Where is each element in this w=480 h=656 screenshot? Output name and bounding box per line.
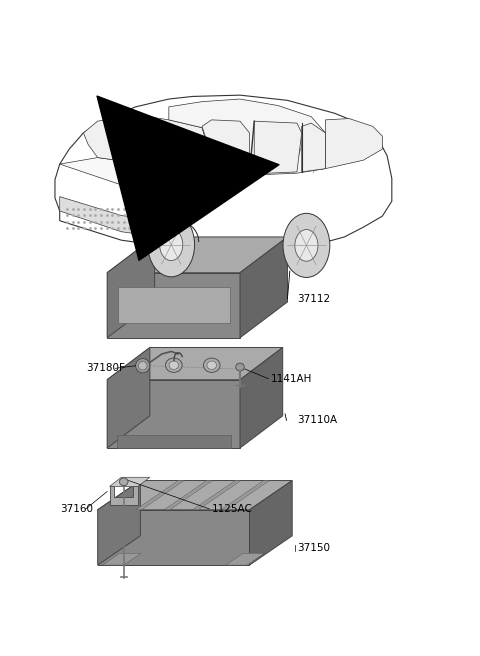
Circle shape xyxy=(148,213,194,277)
Text: 37180F: 37180F xyxy=(86,363,125,373)
Polygon shape xyxy=(97,481,292,510)
Circle shape xyxy=(160,229,183,260)
Text: 1125AC: 1125AC xyxy=(212,504,252,514)
Polygon shape xyxy=(60,197,145,235)
Polygon shape xyxy=(117,435,230,448)
Text: 37150: 37150 xyxy=(297,543,330,553)
Polygon shape xyxy=(107,237,288,273)
Polygon shape xyxy=(55,95,392,254)
Polygon shape xyxy=(97,510,250,565)
Ellipse shape xyxy=(207,361,216,369)
Polygon shape xyxy=(109,478,150,486)
Polygon shape xyxy=(140,137,155,146)
Polygon shape xyxy=(169,99,325,175)
Polygon shape xyxy=(118,287,229,323)
Circle shape xyxy=(295,230,318,261)
Polygon shape xyxy=(136,481,184,510)
Ellipse shape xyxy=(166,358,182,373)
Polygon shape xyxy=(240,237,288,338)
Circle shape xyxy=(283,213,330,277)
Polygon shape xyxy=(102,554,141,565)
Ellipse shape xyxy=(120,478,128,485)
Polygon shape xyxy=(109,486,138,504)
Polygon shape xyxy=(254,121,301,174)
Polygon shape xyxy=(84,115,216,172)
Ellipse shape xyxy=(138,361,147,370)
Polygon shape xyxy=(240,348,283,448)
Polygon shape xyxy=(164,481,213,510)
Text: 1141AH: 1141AH xyxy=(271,374,312,384)
Text: 37160: 37160 xyxy=(60,504,93,514)
Polygon shape xyxy=(202,120,250,174)
Polygon shape xyxy=(107,348,150,448)
Polygon shape xyxy=(226,554,264,565)
Polygon shape xyxy=(325,119,383,169)
Ellipse shape xyxy=(236,363,244,371)
Polygon shape xyxy=(60,157,216,193)
Polygon shape xyxy=(107,237,155,338)
Polygon shape xyxy=(221,481,269,510)
Ellipse shape xyxy=(204,358,220,373)
Text: 37110A: 37110A xyxy=(297,415,337,425)
Polygon shape xyxy=(107,273,240,338)
Polygon shape xyxy=(250,481,292,565)
Polygon shape xyxy=(97,481,140,565)
Polygon shape xyxy=(301,123,325,172)
Polygon shape xyxy=(107,380,240,448)
Ellipse shape xyxy=(136,359,150,373)
Ellipse shape xyxy=(169,361,179,369)
Polygon shape xyxy=(107,348,283,380)
Polygon shape xyxy=(192,481,241,510)
Text: 37112: 37112 xyxy=(297,294,330,304)
